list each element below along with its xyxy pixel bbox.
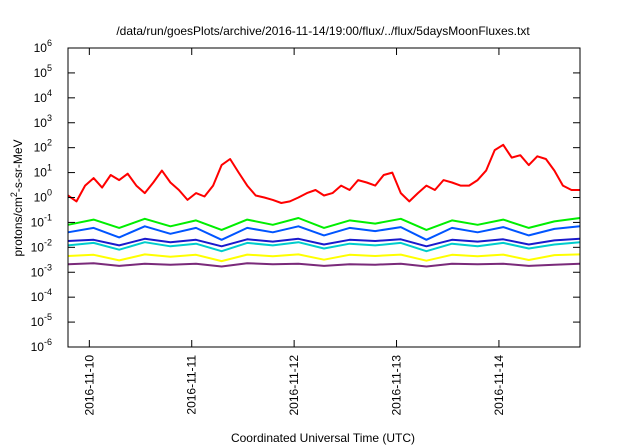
series-line-2: [67, 217, 581, 231]
series-line-6: [67, 253, 581, 263]
y-tick-label: 106: [34, 38, 52, 55]
x-axis-label: Coordinated Universal Time (UTC): [231, 431, 415, 445]
y-tick-label: 101: [34, 163, 52, 180]
plot-frame: [67, 47, 581, 348]
x-tick-label: 2016-11-11: [185, 355, 199, 415]
y-tick-label: 10-1: [31, 212, 52, 229]
series-line-5: [67, 237, 581, 248]
x-tick-label: 2016-11-13: [390, 355, 404, 416]
y-tick-label: 10-5: [31, 312, 52, 329]
y-tick-label: 102: [34, 138, 52, 155]
series-line-4: [67, 241, 581, 253]
series-line-1: [67, 143, 580, 204]
x-tick-label: 2016-11-10: [82, 355, 96, 416]
y-axis-ticks: 10-6 10-5 10-4 10-3 10-2 10-1 100 101 102 103 104 1…: [31, 38, 580, 354]
y-tick-label: 10-4: [31, 287, 52, 304]
y-tick-label: 104: [34, 88, 52, 105]
series-line-3: [67, 225, 581, 241]
series-layer: [67, 143, 581, 268]
y-tick-label: 10-2: [31, 237, 52, 254]
y-tick-label: 10-3: [31, 262, 52, 279]
x-tick-label: 2016-11-12: [287, 355, 301, 416]
chart-title: /data/run/goesPlots/archive/2016-11-14/1…: [116, 24, 530, 38]
x-tick-label: 2016-11-14: [492, 355, 506, 416]
y-tick-label: 105: [34, 63, 52, 80]
y-tick-label: 103: [34, 113, 52, 130]
y-axis-label: protons/cm2-s-sr-MeV: [9, 139, 25, 256]
y-tick-label: 10-6: [31, 337, 52, 354]
series-line-7: [67, 262, 581, 268]
x-axis-ticks: 2016-11-10 2016-11-11 2016-11-12 2016-11-13…: [82, 48, 506, 416]
y-tick-label: 100: [34, 188, 52, 205]
